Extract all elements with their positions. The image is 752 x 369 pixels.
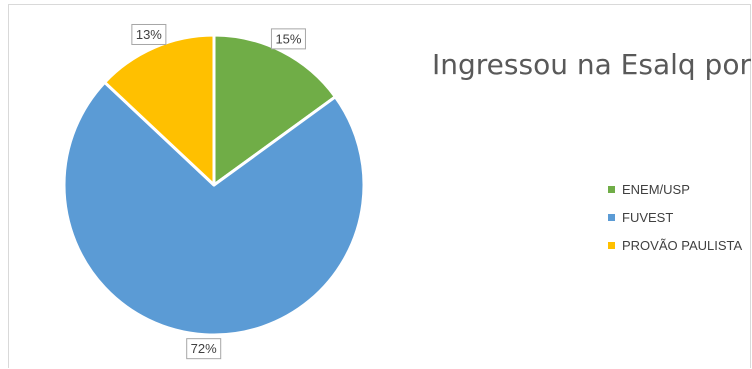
data-label-fuvest: 72% bbox=[191, 341, 217, 356]
pie-slice-fuvest bbox=[62, 80, 366, 337]
pie-slice-enem-usp bbox=[212, 33, 337, 187]
data-label-prov-o-paulista: 13% bbox=[136, 27, 162, 42]
legend-label: FUVEST bbox=[622, 209, 674, 225]
pie-slices bbox=[62, 33, 366, 337]
legend-item-fuvest: FUVEST bbox=[608, 203, 742, 231]
legend-label: ENEM/USP bbox=[622, 181, 690, 197]
legend-label: PROVÃO PAULISTA bbox=[622, 237, 743, 253]
legend: ENEM/USP FUVEST PROVÃO PAULISTA bbox=[608, 175, 742, 259]
data-labels: 15% 72% 13% bbox=[131, 23, 306, 360]
data-label-box bbox=[186, 338, 222, 360]
chart-title: Ingressou na Esalq por bbox=[432, 48, 751, 81]
legend-item-prov-o-paulista: PROVÃO PAULISTA bbox=[608, 231, 742, 259]
legend-swatch bbox=[608, 213, 615, 221]
data-label-box bbox=[270, 28, 306, 50]
data-label-enem-usp: 15% bbox=[275, 31, 301, 46]
legend-swatch bbox=[608, 185, 615, 193]
legend-item-enem-usp: ENEM/USP bbox=[608, 175, 742, 203]
legend-swatch bbox=[608, 241, 615, 249]
pie-slice-prov-o-paulista bbox=[103, 33, 216, 187]
data-label-box bbox=[131, 23, 167, 45]
